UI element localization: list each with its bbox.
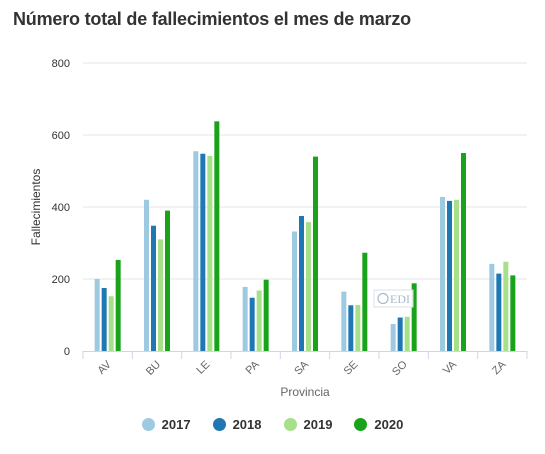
bars: [94, 121, 516, 351]
watermark-text: EDI: [390, 292, 410, 306]
bar-2017-SO[interactable]: [390, 324, 396, 351]
x-axis-label: Provincia: [280, 385, 330, 399]
bar-2018-VA[interactable]: [447, 200, 452, 351]
bar-2019-LE[interactable]: [207, 155, 213, 351]
bar-2018-SA[interactable]: [299, 216, 304, 351]
bar-2019-SA[interactable]: [306, 222, 311, 351]
watermark: EDI: [373, 289, 414, 308]
chart-title: Número total de fallecimientos el mes de…: [13, 9, 411, 29]
bar-2019-VA[interactable]: [454, 199, 459, 351]
bar-2020-LE[interactable]: [214, 121, 220, 351]
legend-label-2018: 2018: [232, 416, 262, 432]
x-tick-label: VA: [441, 358, 460, 377]
bar-2018-LE[interactable]: [200, 153, 206, 351]
bar-2018-SO[interactable]: [397, 317, 403, 351]
legend-label-2017: 2017: [161, 416, 191, 432]
y-tick-label: 0: [64, 346, 70, 358]
x-tick-label: SA: [292, 358, 311, 377]
bar-2017-VA[interactable]: [440, 196, 445, 351]
watermark-icon: [377, 292, 389, 305]
bar-2019-BU[interactable]: [158, 239, 163, 351]
bar-2019-PA[interactable]: [256, 290, 262, 351]
bar-2017-PA[interactable]: [242, 286, 248, 351]
bar-2017-SA[interactable]: [292, 231, 297, 351]
bar-2018-PA[interactable]: [249, 297, 255, 351]
bar-2018-AV[interactable]: [101, 288, 107, 351]
x-axis-ticks: AV BU LE PA SA SE SO VA ZA: [82, 351, 528, 378]
legend-item-2019[interactable]: 2019: [283, 416, 333, 432]
bar-2020-SA[interactable]: [313, 156, 318, 351]
bar-2019-SO[interactable]: [404, 316, 410, 351]
bar-2020-PA[interactable]: [263, 279, 269, 351]
bar-2019-ZA[interactable]: [503, 261, 509, 351]
grid-lines: [83, 62, 527, 280]
y-tick-label: 200: [52, 274, 70, 286]
legend-swatch-2018: [212, 417, 226, 431]
y-tick-label: 800: [52, 58, 70, 70]
y-axis-label: Fallecimientos: [29, 169, 43, 246]
bar-2020-SE[interactable]: [362, 252, 368, 351]
legend-swatch-2020: [354, 417, 368, 431]
legend-swatch-2019: [283, 417, 297, 431]
x-tick-label: SE: [342, 359, 361, 378]
bar-2020-VA[interactable]: [461, 153, 466, 351]
bar-2018-BU[interactable]: [151, 225, 156, 351]
legend-item-2018[interactable]: 2018: [212, 416, 262, 432]
legend-swatch-2017: [141, 417, 155, 431]
legend-item-2020[interactable]: 2020: [354, 417, 403, 432]
bar-2020-SO[interactable]: [411, 283, 417, 351]
bar-2019-AV[interactable]: [108, 296, 114, 351]
bar-2018-SE[interactable]: [348, 305, 354, 351]
legend-label-2020: 2020: [374, 416, 404, 432]
x-tick-label: SO: [390, 358, 410, 378]
bar-2017-LE[interactable]: [193, 151, 199, 351]
bar-2020-BU[interactable]: [165, 210, 170, 351]
y-axis-ticks: 0 200 400 600 800: [52, 58, 70, 358]
legend: 2017 2018 2019 2020: [0, 413, 545, 435]
bar-2017-SE[interactable]: [341, 291, 347, 351]
legend-label-2019: 2019: [303, 416, 333, 432]
legend-item-2017[interactable]: 2017: [141, 416, 191, 432]
bar-2019-SE[interactable]: [355, 304, 361, 351]
bar-2017-BU[interactable]: [144, 199, 149, 351]
bar-2020-AV[interactable]: [115, 259, 121, 351]
y-tick-label: 600: [52, 130, 70, 142]
bar-2017-AV[interactable]: [94, 279, 100, 351]
x-tick-label: ZA: [490, 358, 509, 377]
bar-2020-ZA[interactable]: [510, 275, 516, 351]
y-tick-label: 400: [52, 202, 70, 214]
x-tick-label: PA: [244, 358, 263, 377]
x-tick-label: LE: [194, 359, 212, 377]
x-tick-label: AV: [96, 358, 115, 377]
bar-2018-ZA[interactable]: [496, 273, 502, 351]
bar-2017-ZA[interactable]: [489, 263, 495, 351]
x-tick-label: BU: [144, 359, 163, 378]
